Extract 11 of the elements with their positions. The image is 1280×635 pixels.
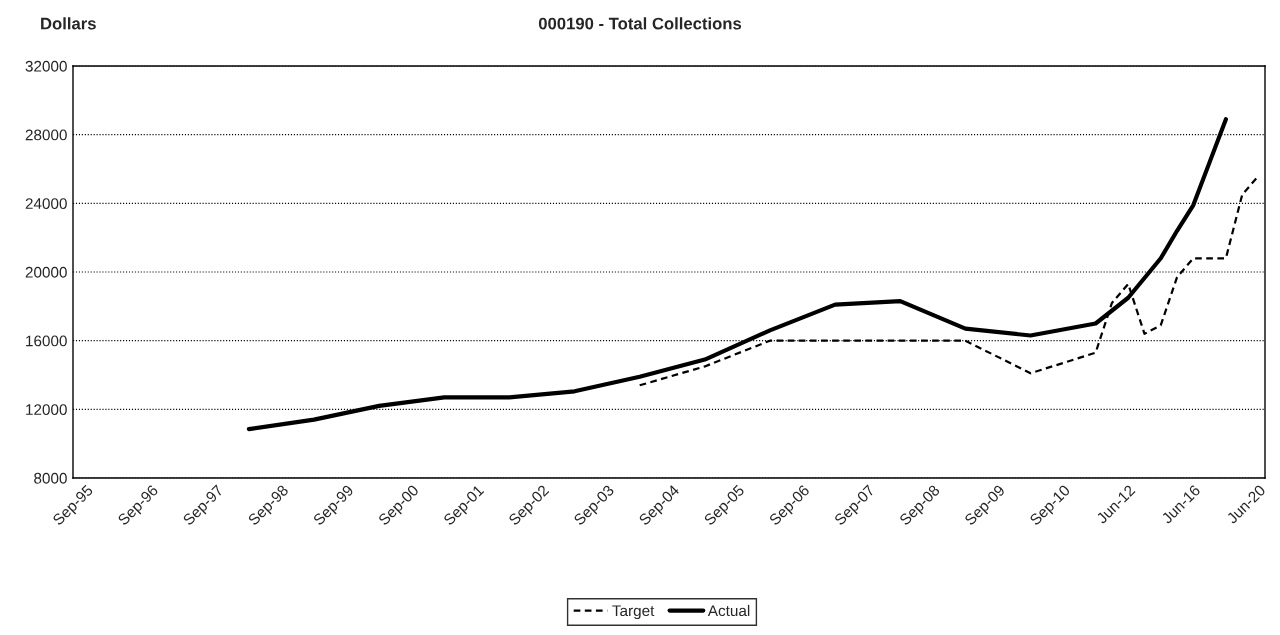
y-tick-label: 28000 (25, 129, 67, 141)
legend-label: Actual (707, 604, 750, 617)
y-tick-label: 12000 (26, 404, 67, 416)
y-tick-label: 8000 (34, 472, 67, 484)
y-axis-title: Dollars (41, 17, 96, 30)
y-tick-label: 32000 (25, 60, 67, 72)
y-tick-label: 24000 (25, 198, 67, 210)
legend-label: Target (612, 605, 655, 620)
y-tick-label: 16000 (26, 335, 67, 347)
chart-title: 000190 - Total Collections (538, 17, 742, 30)
y-tick-label: 20000 (25, 266, 67, 278)
